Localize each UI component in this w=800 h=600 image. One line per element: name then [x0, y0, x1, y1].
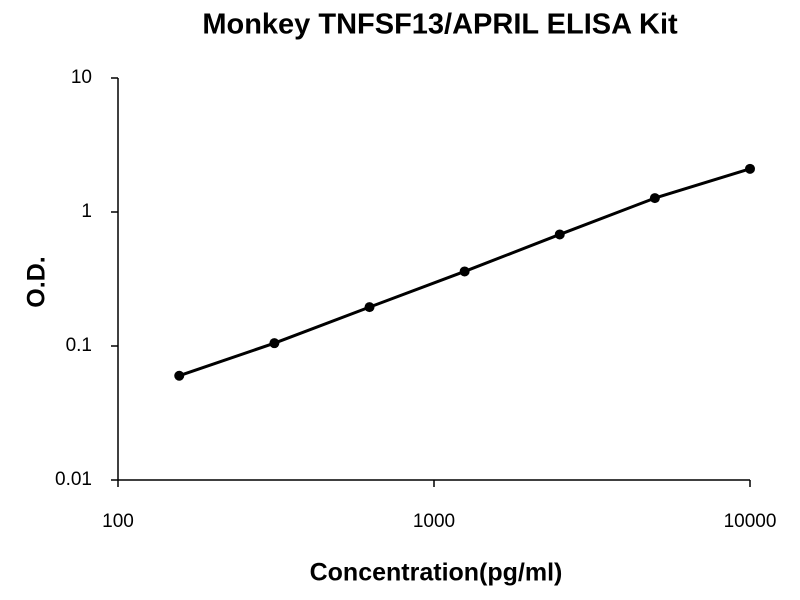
y-axis-label: O.D.	[23, 256, 51, 307]
point	[745, 163, 755, 174]
point	[269, 338, 280, 349]
x-tick-label: 1000	[413, 511, 455, 532]
chart-title: Monkey TNFSF13/APRIL ELISA Kit	[202, 9, 678, 41]
point	[174, 370, 185, 381]
x-tick-label: 10000	[724, 511, 777, 532]
point	[554, 229, 565, 240]
x-axis-label: Concentration(pg/ml)	[310, 559, 563, 587]
x-tick-label: 100	[102, 511, 134, 532]
point	[364, 302, 375, 313]
y-tick-label: 1	[81, 201, 92, 222]
y-tick-label: 10	[71, 67, 92, 88]
y-tick-label: 0.1	[66, 335, 92, 356]
point	[649, 193, 660, 204]
point	[459, 266, 470, 277]
y-tick-label: 0.01	[55, 469, 92, 490]
